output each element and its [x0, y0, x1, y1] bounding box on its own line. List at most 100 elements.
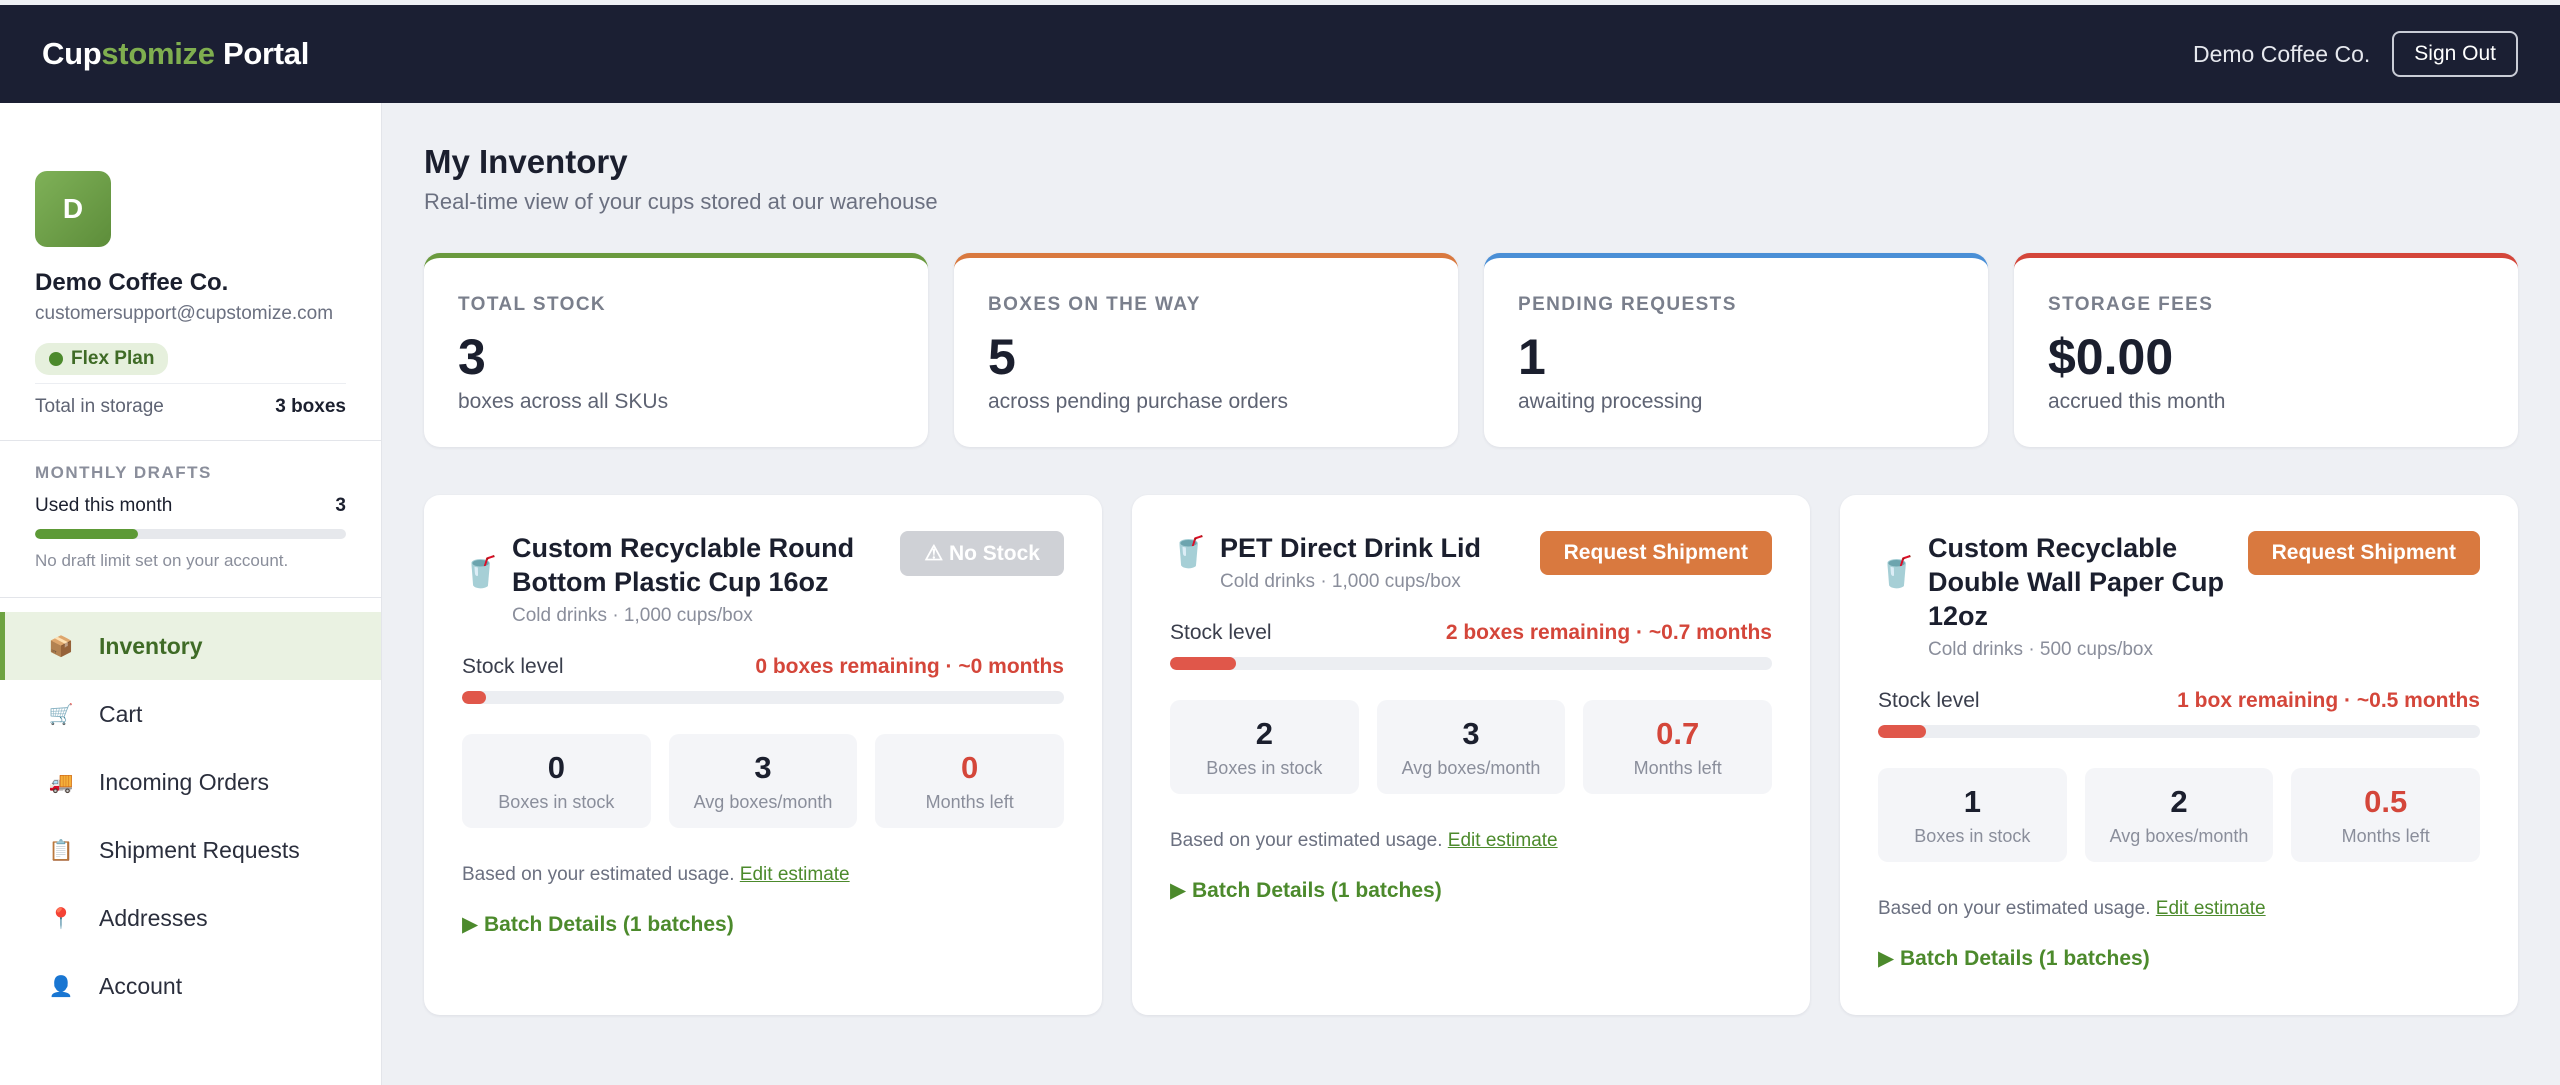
brand-logo[interactable]: Cupstomize Portal: [42, 36, 309, 72]
card-metrics: 1 Boxes in stock 2 Avg boxes/month 0.5 Months…: [1878, 768, 2481, 862]
stock-level-row: Stock level 1 box remaining · ~0.5 months: [1878, 689, 2480, 713]
estimate-note: Based on your estimated usage. Edit esti…: [1170, 830, 1772, 852]
profile-email: customersupport@cupstomize.com: [35, 303, 334, 324]
stat-value: 5: [988, 329, 1016, 385]
stock-level-label: Stock level: [1170, 621, 1272, 644]
metric-label: Avg boxes/month: [693, 792, 833, 812]
plan-badge: Flex Plan: [35, 343, 169, 375]
no-stock-button: ⚠ No Stock: [900, 531, 1064, 576]
metric-label: Months left: [925, 792, 1014, 812]
metric-avg-boxes-month: 2 Avg boxes/month: [2084, 768, 2274, 862]
drafts-progress-bar: [35, 529, 346, 539]
stock-level-bar: [462, 691, 1064, 704]
stock-remaining: 1 box remaining · ~0.5 months: [2177, 689, 2480, 712]
edit-estimate-link[interactable]: Edit estimate: [739, 864, 850, 885]
stock-level-fill: [1878, 725, 1927, 738]
storage-summary: Total in storage 3 boxes: [35, 383, 346, 418]
stat-note: accrued this month: [2048, 390, 2226, 413]
cup-icon: 🥤: [1878, 556, 1916, 589]
stock-level-bar: [1170, 657, 1772, 670]
stock-remaining: 0 boxes remaining · ~0 months: [755, 655, 1064, 678]
metric-value: 2: [1255, 716, 1273, 751]
metric-label: Months left: [1633, 758, 1722, 778]
storage-label: Total in storage: [35, 396, 164, 417]
batch-details-toggle[interactable]: ▶ Batch Details (1 batches): [462, 913, 734, 936]
stat-label: BOXES ON THE WAY: [988, 294, 1201, 315]
stock-level-fill: [462, 691, 487, 704]
sidebar-item-label: Addresses: [99, 904, 208, 931]
metric-avg-boxes-month: 3 Avg boxes/month: [668, 734, 858, 828]
stock-level-row: Stock level 2 boxes remaining · ~0.7 mont…: [1170, 621, 1772, 645]
product-meta: Cold drinks · 500 cups/box: [1928, 639, 2153, 660]
sign-out-button[interactable]: Sign Out: [2392, 31, 2518, 77]
product-card: 🥤 PET Direct Drink Lid Cold drinks · 1,000…: [1132, 495, 1810, 1015]
sidebar-item-addresses[interactable]: 📍 Addresses: [0, 884, 381, 952]
estimate-text: Based on your estimated usage.: [1170, 830, 1443, 851]
storage-value: 3 boxes: [275, 396, 346, 417]
card-titles: Custom Recyclable Double Wall Paper Cup …: [1928, 531, 2232, 661]
drafts-used-value: 3: [335, 495, 346, 516]
edit-estimate-link[interactable]: Edit estimate: [2155, 898, 2266, 919]
plan-label: Flex Plan: [71, 348, 155, 369]
top-right: Demo Coffee Co. Sign Out: [2193, 31, 2518, 77]
sidebar-item-shipment-requests[interactable]: 📋 Shipment Requests: [0, 816, 381, 884]
stat-value: 1: [1518, 329, 1546, 385]
product-card: 🥤 Custom Recyclable Round Bottom Plastic …: [424, 495, 1102, 1015]
user-icon: 👤: [48, 975, 74, 998]
stock-level-label: Stock level: [1878, 689, 1980, 712]
sidebar-item-cart[interactable]: 🛒 Cart: [0, 680, 381, 748]
metric-months-left: 0.5 Months left: [2291, 768, 2481, 862]
card-metrics: 0 Boxes in stock 3 Avg boxes/month 0 Months l…: [462, 734, 1065, 828]
stat-label: TOTAL STOCK: [458, 294, 607, 315]
card-metrics: 2 Boxes in stock 3 Avg boxes/month 0.7 Months…: [1170, 700, 1773, 794]
metric-label: Avg boxes/month: [1401, 758, 1541, 778]
stock-level-fill: [1170, 657, 1237, 670]
product-card: 🥤 Custom Recyclable Double Wall Paper Cup…: [1840, 495, 2518, 1015]
brand-part-3: Portal: [214, 36, 310, 71]
cup-icon: 🥤: [462, 556, 500, 589]
card-header: 🥤 Custom Recyclable Round Bottom Plastic …: [462, 531, 1064, 627]
request-shipment-button[interactable]: Request Shipment: [2247, 531, 2480, 575]
batch-details-toggle[interactable]: ▶ Batch Details (1 batches): [1878, 947, 2150, 970]
metric-label: Boxes in stock: [1914, 826, 2031, 846]
profile-name: Demo Coffee Co.: [35, 269, 229, 296]
sidebar-item-inventory[interactable]: 📦 Inventory: [0, 612, 381, 680]
stat-value: 3: [458, 329, 486, 385]
request-shipment-button[interactable]: Request Shipment: [1539, 531, 1772, 575]
product-title: Custom Recyclable Round Bottom Plastic C…: [512, 533, 855, 597]
metric-value: 0.5: [2364, 784, 2408, 819]
product-title: Custom Recyclable Double Wall Paper Cup …: [1928, 533, 2225, 631]
card-header: 🥤 PET Direct Drink Lid Cold drinks · 1,000…: [1170, 531, 1772, 593]
stats-row: TOTAL STOCK 3 boxes across all SKUs BOXE…: [424, 253, 2518, 447]
batch-details-toggle[interactable]: ▶ Batch Details (1 batches): [1170, 879, 1442, 902]
card-titles: PET Direct Drink Lid Cold drinks · 1,000 …: [1220, 531, 1524, 593]
estimate-note: Based on your estimated usage. Edit esti…: [1878, 898, 2480, 920]
metric-value: 3: [1462, 716, 1480, 751]
estimate-text: Based on your estimated usage.: [1878, 898, 2151, 919]
product-meta: Cold drinks · 1,000 cups/box: [512, 605, 753, 626]
drafts-title: MONTHLY DRAFTS: [35, 463, 212, 482]
drafts-progress-fill: [35, 529, 138, 539]
metric-boxes-in-stock: 1 Boxes in stock: [1878, 768, 2067, 862]
stat-value: $0.00: [2048, 329, 2174, 385]
metric-months-left: 0.7 Months left: [1583, 700, 1773, 794]
metric-value: 0: [961, 750, 979, 785]
drafts-used-label: Used this month: [35, 495, 173, 516]
sidebar-item-account[interactable]: 👤 Account: [0, 952, 381, 1020]
sidebar-item-incoming-orders[interactable]: 🚚 Incoming Orders: [0, 748, 381, 816]
page-title: My Inventory: [424, 143, 628, 180]
sidebar: D Demo Coffee Co. customersupport@cupsto…: [0, 103, 382, 1085]
cup-icon: 🥤: [1170, 536, 1208, 569]
stock-level-label: Stock level: [462, 655, 564, 678]
metric-avg-boxes-month: 3 Avg boxes/month: [1376, 700, 1566, 794]
main-content: My Inventory Real-time view of your cups…: [382, 103, 2560, 1085]
edit-estimate-link[interactable]: Edit estimate: [1447, 830, 1558, 851]
product-meta: Cold drinks · 1,000 cups/box: [1220, 571, 1461, 592]
sidebar-item-label: Account: [99, 972, 183, 999]
sidebar-item-label: Shipment Requests: [99, 836, 300, 863]
card-header: 🥤 Custom Recyclable Double Wall Paper Cup…: [1878, 531, 2480, 661]
metric-label: Avg boxes/month: [2109, 826, 2249, 846]
card-titles: Custom Recyclable Round Bottom Plastic C…: [512, 531, 884, 627]
brand-part-2: stomize: [101, 36, 215, 71]
metric-label: Months left: [2341, 826, 2430, 846]
